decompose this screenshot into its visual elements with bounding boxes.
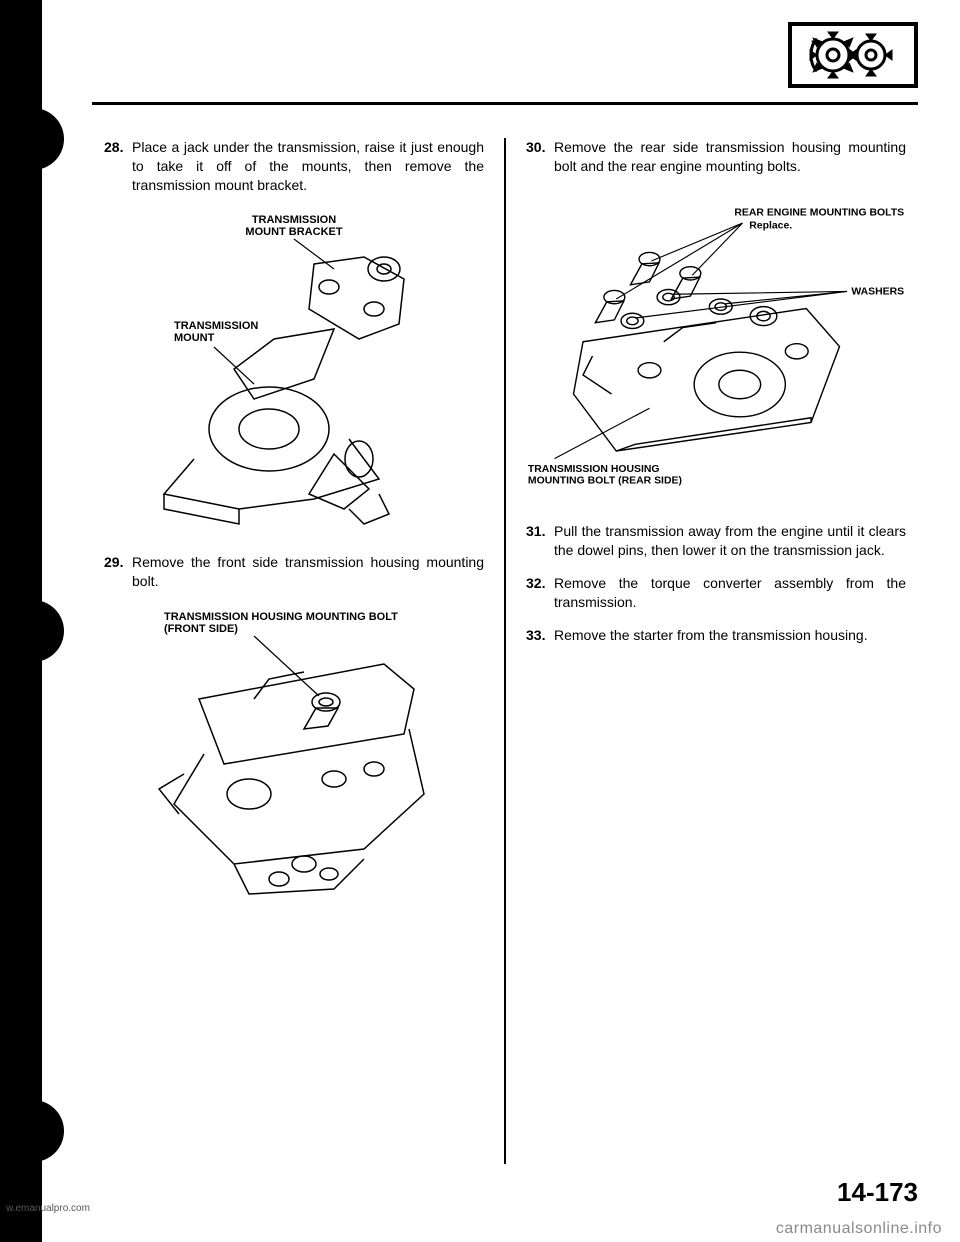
- step-number: 29.: [104, 553, 132, 591]
- binding-tab: [22, 108, 64, 170]
- header-rule: [92, 102, 918, 105]
- step-33: 33. Remove the starter from the transmis…: [526, 626, 906, 645]
- step-number: 28.: [104, 138, 132, 195]
- watermark-site: carmanualsonline.info: [776, 1220, 942, 1238]
- step-text: Pull the transmission away from the engi…: [554, 522, 906, 560]
- svg-text:Replace.: Replace.: [749, 220, 792, 231]
- step-32: 32. Remove the torque converter assembly…: [526, 574, 906, 612]
- svg-text:MOUNTING BOLT (REAR SIDE): MOUNTING BOLT (REAR SIDE): [528, 475, 682, 486]
- svg-text:MOUNT BRACKET: MOUNT BRACKET: [245, 226, 342, 238]
- step-number: 33.: [526, 626, 554, 645]
- svg-text:TRANSMISSION HOUSING: TRANSMISSION HOUSING: [528, 464, 660, 475]
- step-number: 32.: [526, 574, 554, 612]
- watermark-source: w.emanualpro.com: [6, 1203, 90, 1214]
- figure-rear-engine-bolts: REAR ENGINE MOUNTING BOLTS Replace. WASH…: [526, 204, 906, 499]
- svg-text:WASHERS: WASHERS: [851, 286, 904, 297]
- step-31: 31. Pull the transmission away from the …: [526, 522, 906, 560]
- svg-text:TRANSMISSION: TRANSMISSION: [174, 320, 258, 332]
- step-29: 29. Remove the front side transmission h…: [104, 553, 484, 591]
- svg-text:TRANSMISSION HOUSING MOUNTING: TRANSMISSION HOUSING MOUNTING BOLT: [164, 611, 398, 623]
- step-number: 30.: [526, 138, 554, 176]
- figure-front-housing-bolt: TRANSMISSION HOUSING MOUNTING BOLT (FRON…: [104, 604, 484, 904]
- figure-transmission-mount: TRANSMISSION MOUNT BRACKET TRANSMISSION …: [104, 209, 484, 529]
- binding-tab: [22, 1100, 64, 1162]
- step-text: Remove the rear side transmission housin…: [554, 138, 906, 176]
- svg-text:REAR ENGINE MOUNTING BOLTS: REAR ENGINE MOUNTING BOLTS: [734, 207, 904, 218]
- step-28: 28. Place a jack under the transmission,…: [104, 138, 484, 195]
- step-text: Place a jack under the transmission, rai…: [132, 138, 484, 195]
- right-column: 30. Remove the rear side transmission ho…: [506, 138, 918, 1164]
- step-text: Remove the starter from the transmission…: [554, 626, 906, 645]
- step-text: Remove the torque converter assembly fro…: [554, 574, 906, 612]
- page-number: 14-173: [837, 1177, 918, 1208]
- step-text: Remove the front side transmission housi…: [132, 553, 484, 591]
- svg-text:MOUNT: MOUNT: [174, 332, 215, 344]
- svg-text:TRANSMISSION: TRANSMISSION: [252, 214, 336, 226]
- step-30: 30. Remove the rear side transmission ho…: [526, 138, 906, 176]
- svg-text:(FRONT SIDE): (FRONT SIDE): [164, 623, 238, 635]
- content-area: 28. Place a jack under the transmission,…: [92, 138, 918, 1164]
- binding-tab: [22, 600, 64, 662]
- brand-gear-logo: [788, 22, 918, 88]
- step-number: 31.: [526, 522, 554, 560]
- left-column: 28. Place a jack under the transmission,…: [92, 138, 506, 1164]
